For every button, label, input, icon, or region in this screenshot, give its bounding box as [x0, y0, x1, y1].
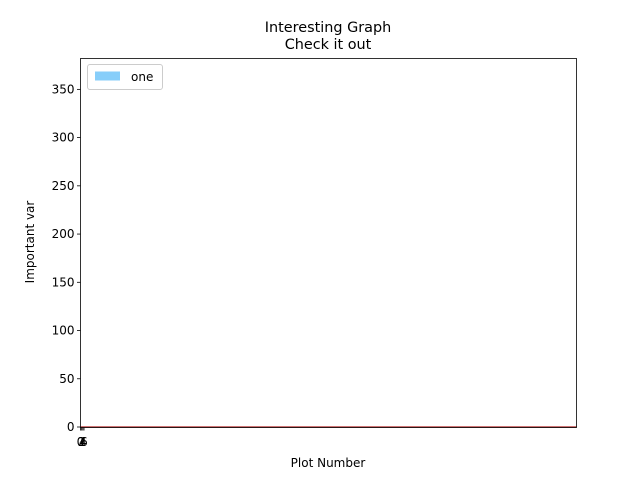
legend: one [88, 65, 163, 90]
legend-label-one: one [131, 70, 153, 84]
y-tick-label: 200 [52, 227, 75, 241]
y-tick-label: 50 [59, 372, 74, 386]
y-tick-label: 100 [52, 324, 75, 338]
chart-subtitle: Check it out [285, 37, 372, 53]
plot-area [81, 59, 577, 428]
y-tick-label: 350 [52, 82, 75, 96]
y-tick-label: 150 [52, 275, 75, 289]
legend-swatch [95, 72, 120, 81]
x-tick-label: 6 [80, 435, 88, 449]
y-axis-label: Important var [23, 201, 37, 284]
y-tick-label: 0 [67, 420, 75, 434]
y-tick-label: 250 [52, 179, 75, 193]
chart-title: Interesting Graph [265, 20, 391, 36]
y-tick-label: 300 [52, 131, 75, 145]
x-axis-label: Plot Number [291, 456, 366, 470]
